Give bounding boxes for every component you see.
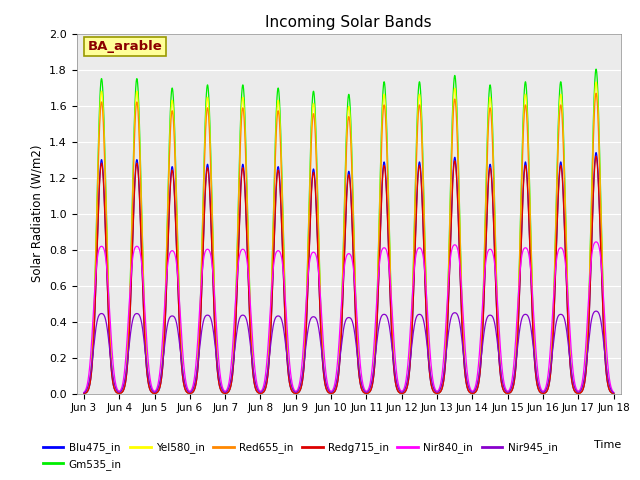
Blu475_in xyxy=(592,150,600,156)
Nir945_in xyxy=(561,317,568,323)
Blu475_in xyxy=(412,234,419,240)
Nir840_in xyxy=(582,346,589,351)
Nir945_in xyxy=(80,390,88,396)
Nir945_in xyxy=(143,366,151,372)
Nir840_in xyxy=(283,320,291,326)
Red655_in xyxy=(143,368,151,374)
Red655_in xyxy=(561,193,568,199)
Redg715_in xyxy=(80,391,88,396)
Yel580_in xyxy=(561,186,568,192)
Nir945_in xyxy=(559,312,566,318)
Blu475_in xyxy=(143,372,151,378)
Yel580_in xyxy=(559,108,566,113)
Line: Gm535_in: Gm535_in xyxy=(84,69,614,394)
Nir945_in xyxy=(582,366,589,372)
Nir840_in xyxy=(592,239,600,245)
Gm535_in xyxy=(582,367,589,372)
Blu475_in xyxy=(283,352,291,358)
Red655_in xyxy=(412,195,419,201)
Redg715_in xyxy=(610,391,618,396)
Yel580_in xyxy=(80,391,88,396)
Gm535_in xyxy=(412,179,419,185)
Nir840_in xyxy=(143,346,151,351)
Blu475_in xyxy=(80,391,88,396)
Redg715_in xyxy=(283,353,291,359)
Yel580_in xyxy=(412,188,419,193)
Gm535_in xyxy=(559,96,566,101)
Redg715_in xyxy=(592,154,600,159)
Red655_in xyxy=(610,391,618,396)
Text: BA_arable: BA_arable xyxy=(88,40,163,53)
Line: Nir840_in: Nir840_in xyxy=(84,242,614,392)
Title: Incoming Solar Bands: Incoming Solar Bands xyxy=(266,15,432,30)
Red655_in xyxy=(592,90,600,96)
Line: Redg715_in: Redg715_in xyxy=(84,156,614,394)
Nir840_in xyxy=(561,255,568,261)
Nir945_in xyxy=(610,390,618,396)
Redg715_in xyxy=(582,373,589,379)
Yel580_in xyxy=(283,341,291,347)
Nir945_in xyxy=(412,317,419,323)
Line: Red655_in: Red655_in xyxy=(84,93,614,394)
Red655_in xyxy=(559,118,566,123)
Redg715_in xyxy=(559,175,566,180)
Nir945_in xyxy=(283,352,291,358)
Nir945_in xyxy=(592,308,600,314)
Gm535_in xyxy=(592,66,600,72)
Gm535_in xyxy=(610,391,618,396)
Gm535_in xyxy=(561,177,568,183)
Y-axis label: Solar Radiation (W/m2): Solar Radiation (W/m2) xyxy=(31,145,44,282)
Nir840_in xyxy=(412,256,419,262)
Red655_in xyxy=(80,391,88,396)
Gm535_in xyxy=(143,366,151,372)
Redg715_in xyxy=(561,234,568,240)
Blu475_in xyxy=(610,391,618,396)
Legend: Blu475_in, Gm535_in, Yel580_in, Red655_in, Redg715_in, Nir840_in, Nir945_in: Blu475_in, Gm535_in, Yel580_in, Red655_i… xyxy=(38,438,562,474)
Line: Nir945_in: Nir945_in xyxy=(84,311,614,393)
Yel580_in xyxy=(582,368,589,373)
Yel580_in xyxy=(143,367,151,373)
Gm535_in xyxy=(283,339,291,345)
Redg715_in xyxy=(143,373,151,379)
Blu475_in xyxy=(561,232,568,238)
Redg715_in xyxy=(412,236,419,242)
Blu475_in xyxy=(582,373,589,379)
Red655_in xyxy=(582,369,589,374)
Nir840_in xyxy=(610,389,618,395)
Red655_in xyxy=(283,343,291,348)
Yel580_in xyxy=(610,391,618,396)
Line: Blu475_in: Blu475_in xyxy=(84,153,614,394)
Text: Time: Time xyxy=(593,441,621,450)
Nir840_in xyxy=(80,389,88,395)
Nir840_in xyxy=(559,246,566,252)
Gm535_in xyxy=(80,391,88,396)
Yel580_in xyxy=(592,79,600,85)
Blu475_in xyxy=(559,171,566,177)
Line: Yel580_in: Yel580_in xyxy=(84,82,614,394)
